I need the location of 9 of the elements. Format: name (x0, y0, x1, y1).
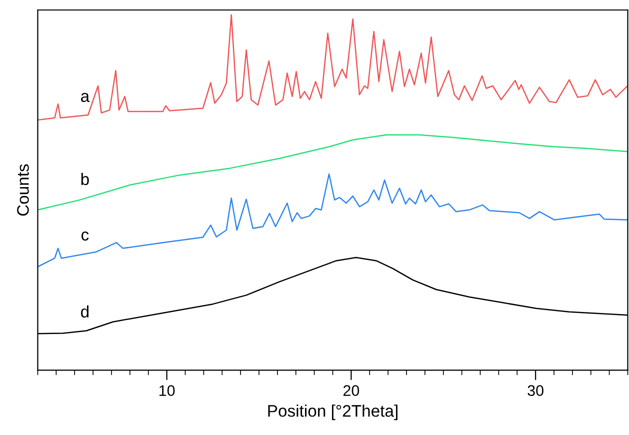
x-tick-label: 10 (159, 385, 175, 396)
x-axis-title: Position [°2Theta] (268, 404, 398, 420)
x-tick-label: 20 (343, 385, 360, 396)
y-axis-title: Counts (17, 164, 29, 216)
series-label: c (81, 231, 89, 241)
x-tick-label: 30 (528, 385, 544, 396)
series-label: d (81, 305, 88, 318)
series-label: b (81, 172, 89, 186)
series-label: a (81, 92, 90, 102)
